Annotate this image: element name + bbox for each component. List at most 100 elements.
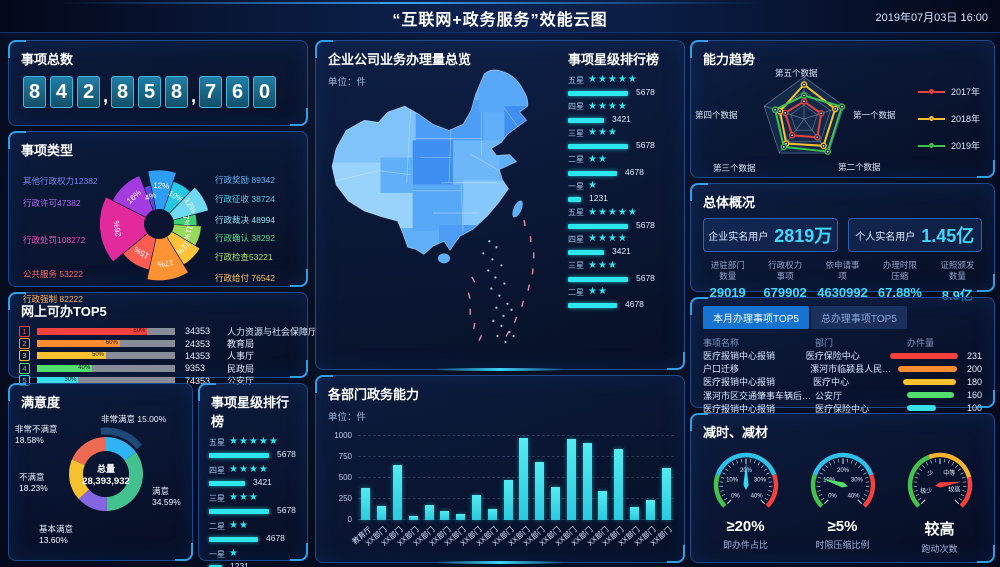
star-row-bottom: 5678 <box>568 219 678 229</box>
bar <box>598 491 608 520</box>
svg-text:0%: 0% <box>828 494 837 500</box>
panel-title: 网上可办TOP5 <box>21 304 107 319</box>
gauge-value: ≥20% <box>726 518 765 535</box>
handle-top5-tabs: 本月办理事项TOP5 总办理事项TOP5 <box>691 298 994 329</box>
bar-cell <box>469 436 485 520</box>
star-value: 3421 <box>612 246 631 256</box>
svg-text:26%: 26% <box>112 220 123 237</box>
stat-label: 证照颁发 数量 <box>929 260 986 282</box>
dept-name: 公安厅 <box>227 376 255 387</box>
radar-axis-label: 第五个数据 <box>775 68 818 78</box>
star-icons: ★★★★★ <box>229 436 279 447</box>
panel-title: 事项星级排行榜 <box>568 52 660 67</box>
panel-title: 事项总数 <box>21 52 74 67</box>
type-label: 公共服务 53222 <box>23 269 83 279</box>
bar-cell <box>642 436 658 520</box>
type-label: 行政强制 82222 <box>23 294 83 304</box>
bar <box>377 505 387 520</box>
star-bar <box>568 303 617 308</box>
radar-axis-label: 第三个数据 <box>713 163 756 173</box>
bar-fill <box>907 392 954 399</box>
gridline: 750 <box>339 452 674 461</box>
gauge-dial: 0%10%20%30%40% <box>810 452 875 508</box>
bar-fill: 50% <box>37 352 106 360</box>
item-dept: 医疗保险中心 <box>805 351 860 362</box>
svg-text:中等: 中等 <box>943 469 955 477</box>
star-bar <box>209 481 245 486</box>
datetime: 2019年07月03日 16:00 <box>875 12 988 24</box>
bar <box>440 510 450 520</box>
gauge-label: 跑动次数 <box>921 544 958 554</box>
panel-title: 能力趋势 <box>703 52 756 67</box>
star-bar <box>568 91 628 96</box>
table-row: 医疗报销中心报销 医疗保险中心 231 <box>691 349 994 362</box>
bar-cell <box>390 436 406 520</box>
star-row-top: 五星 ★★★★★ <box>568 74 678 86</box>
tab-1[interactable]: 总办理事项TOP5 <box>810 306 907 329</box>
bar-value: 74353 <box>185 375 211 386</box>
star-rank-row: 四星 ★★★★ 3421 <box>209 464 297 486</box>
panel-glow <box>435 561 565 564</box>
star-bar <box>568 276 628 282</box>
svg-text:20%: 20% <box>836 468 849 474</box>
digit-box: 4 <box>50 76 73 108</box>
star-row-top: 五星 ★★★★★ <box>209 436 297 448</box>
tab-0[interactable]: 本月办理事项TOP5 <box>703 306 809 329</box>
bar <box>645 499 655 520</box>
dept-unit: 单位：件 <box>328 412 367 423</box>
star-level-label: 一星 <box>568 181 584 191</box>
stat-label-line: 办理时限 <box>882 260 917 270</box>
digit-box: 5 <box>138 76 162 108</box>
bar-value: 24353 <box>185 338 211 349</box>
gauge-value: 较高 <box>924 521 955 538</box>
stat-label-line: 压缩 <box>891 271 909 282</box>
page-title: “互联网+政务服务”效能云图 <box>392 12 608 29</box>
donut-label: 非常满意 15.00% <box>101 414 167 424</box>
bar-cell <box>500 436 516 520</box>
star-rank-row: 五星 ★★★★★ 5678 <box>568 207 678 229</box>
bar-cell <box>516 436 532 520</box>
star-icons: ★★★★ <box>588 233 628 244</box>
stat-label-line: 数量 <box>719 271 737 282</box>
donut-label: 不满意 18.23% <box>19 472 48 495</box>
column-header: 事项名称 <box>703 338 740 348</box>
legend-dot-icon <box>928 89 934 94</box>
bar-fill: 40% <box>37 364 93 372</box>
bar-fill: 30% <box>37 377 79 385</box>
item-name: 医疗报销中心报销 <box>703 351 776 362</box>
star-rank-row: 二星 ★★ 4678 <box>568 286 678 308</box>
item-value: 231 <box>966 350 983 361</box>
stat-value: 679902 <box>763 285 807 301</box>
star-row-bottom: 4678 <box>568 298 678 308</box>
star-rank-list: 五星 ★★★★★ 5678 四星 ★★★★ 3421 三星 ★★★ 5678 二星 ★★ 4678 一星… <box>199 430 307 567</box>
panel-reduce: 减时、减材 0%10%20%30%40%≥20%即办件占比0%10%20%30%… <box>690 413 995 563</box>
svg-text:总量: 总量 <box>97 463 115 474</box>
star-bar <box>568 250 604 255</box>
radar-axis-label: 第一个数据 <box>853 110 896 120</box>
digit-separator: , <box>191 86 197 106</box>
star-row-top: 五星 ★★★★★ <box>568 207 678 219</box>
panel-online-top5: 网上可办TOP5 1 80% 34353 人力资源与社会保障厅 2 60% 24353 教育局… <box>8 292 317 386</box>
bar-cell <box>421 436 437 520</box>
digit-box: 6 <box>226 76 250 108</box>
legend-label: 2019年 <box>950 141 980 151</box>
y-tick-label: 250 <box>338 494 352 503</box>
label-text: 非常不满意 <box>15 424 58 434</box>
big-stat: 个人实名用户 1.45亿 <box>847 218 982 252</box>
overview-stat: 依申请事项 4630992 <box>814 260 871 304</box>
bar <box>535 462 545 520</box>
bar-cell <box>453 436 469 520</box>
gridline: 1000 <box>334 431 674 440</box>
bar-cell <box>532 436 548 520</box>
item-bar <box>907 392 956 399</box>
svg-text:4%: 4% <box>144 191 158 203</box>
digit-box: 7 <box>199 76 223 108</box>
stat-label: 行政权力 事项 <box>756 260 813 282</box>
overview-big-stats: 企业实名用户 2819万 个人实名用户 1.45亿 <box>691 211 994 252</box>
panel-title: 各部门政务能力 <box>328 387 420 402</box>
label-text: 基本满意 <box>39 524 74 534</box>
donut-label: 基本满意 13.60% <box>39 524 73 547</box>
panel-handle-top5: 本月办理事项TOP5 总办理事项TOP5 事项名称 部门 办件量 医疗报销中心报销 医疗… <box>690 297 995 414</box>
online-top5-row: 4 40% 9353 民政局 <box>19 362 297 374</box>
